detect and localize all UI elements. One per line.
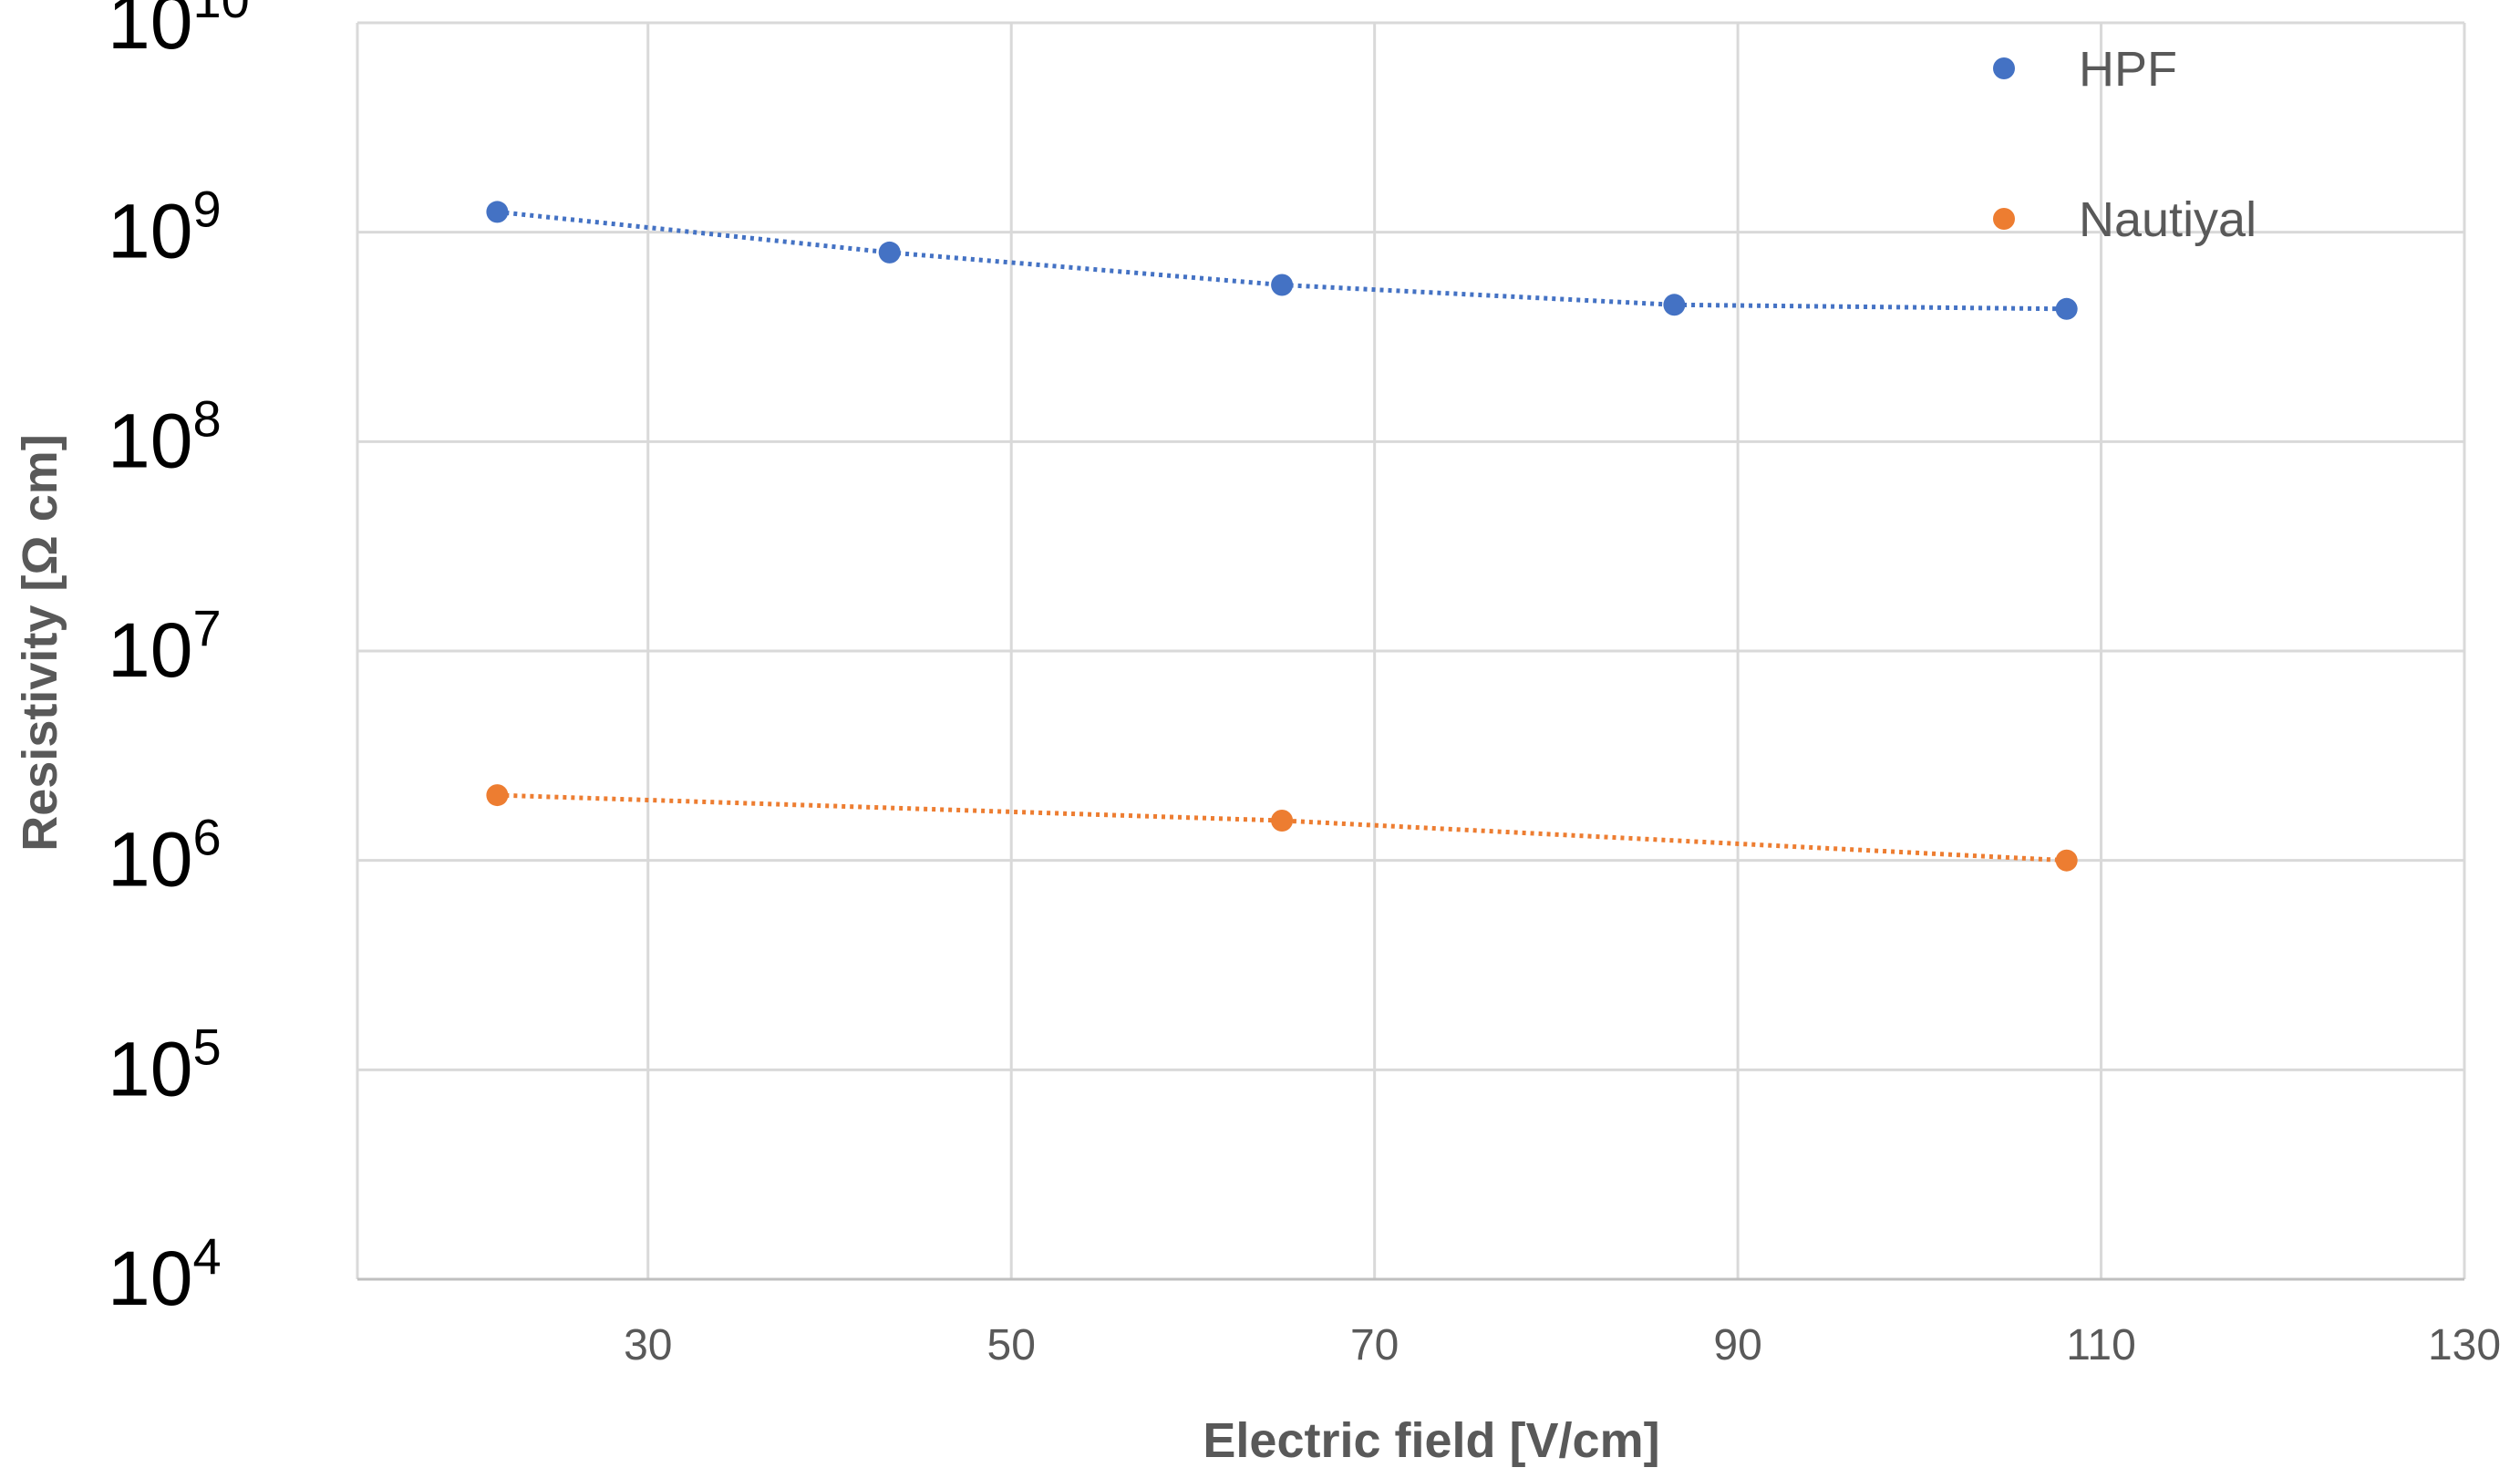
legend-label-hpf: HPF bbox=[2079, 42, 2177, 97]
x-tick-labels: 30 50 70 90 110 130 bbox=[624, 1321, 2501, 1369]
legend-marker-nautiyal bbox=[1993, 208, 2015, 230]
legend-label-nautiyal: Nautiyal bbox=[2079, 192, 2257, 247]
legend: HPF Nautiyal bbox=[1993, 42, 2257, 247]
data-point-nautiyal bbox=[2055, 849, 2078, 872]
y-tick-label: 105 bbox=[108, 1018, 222, 1111]
data-point-hpf bbox=[1663, 294, 1686, 316]
legend-marker-hpf bbox=[1993, 57, 2015, 79]
x-axis-title: Electric field [V/cm] bbox=[1203, 1413, 1659, 1468]
data-point-hpf bbox=[486, 201, 509, 223]
y-tick-label: 1010 bbox=[108, 0, 250, 65]
trendlines bbox=[497, 209, 2067, 863]
data-point-nautiyal bbox=[1271, 810, 1294, 832]
y-tick-label: 104 bbox=[108, 1227, 222, 1321]
y-axis-title: Resistivity [Ω cm] bbox=[13, 434, 67, 851]
data-point-nautiyal bbox=[486, 784, 509, 807]
grid bbox=[356, 21, 2466, 1279]
x-tick-label: 130 bbox=[2428, 1321, 2501, 1369]
data-points bbox=[486, 201, 2078, 872]
y-tick-labels: 104 105 106 107 108 109 1010 bbox=[108, 0, 250, 1321]
x-tick-label: 110 bbox=[2066, 1321, 2136, 1369]
x-tick-label: 30 bbox=[624, 1321, 672, 1369]
x-tick-label: 70 bbox=[1350, 1321, 1399, 1369]
data-point-hpf bbox=[878, 241, 901, 264]
x-tick-label: 90 bbox=[1713, 1321, 1761, 1369]
y-tick-label: 107 bbox=[108, 599, 222, 693]
x-tick-label: 50 bbox=[987, 1321, 1036, 1369]
y-tick-label: 106 bbox=[108, 809, 222, 903]
y-tick-label: 108 bbox=[108, 389, 222, 483]
y-tick-label: 109 bbox=[108, 181, 222, 274]
data-point-hpf bbox=[1271, 274, 1294, 296]
data-point-hpf bbox=[2055, 297, 2078, 320]
